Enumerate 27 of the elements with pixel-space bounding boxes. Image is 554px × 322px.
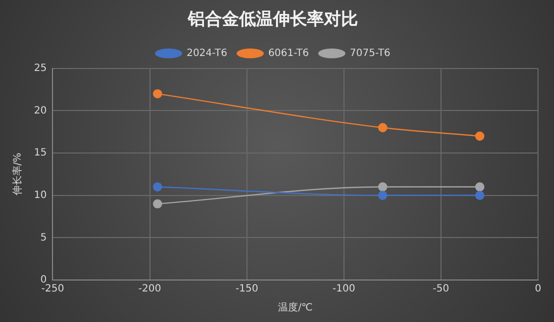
y-axis-title: 伸长率/%	[12, 152, 24, 196]
point	[378, 182, 388, 192]
y-tick-label: 0	[40, 274, 47, 286]
point	[475, 182, 484, 192]
legend-label: 6061-T6	[268, 48, 309, 59]
point	[378, 123, 388, 132]
y-tick-label: 15	[34, 148, 47, 159]
x-axis-title: 温度/℃	[278, 302, 313, 314]
x-tick-label: -50	[432, 284, 450, 295]
x-tick-label: -150	[235, 284, 258, 295]
x-tick-label: -100	[332, 284, 356, 295]
point	[152, 89, 162, 98]
y-tick-label: 10	[34, 190, 47, 201]
y-tick-label: 5	[40, 232, 47, 244]
y-tick-label: 20	[34, 105, 47, 116]
legend-label: 7075-T6	[350, 48, 390, 59]
point	[152, 182, 162, 192]
chart-title: 铝合金低温伸长率对比	[187, 10, 358, 30]
point	[475, 190, 484, 200]
x-tick-label: 0	[534, 284, 542, 295]
x-tick-label: -250	[41, 284, 64, 295]
legend-label: 2024-T6	[186, 48, 228, 59]
y-tick-label: 25	[34, 62, 47, 74]
point	[378, 190, 388, 200]
x-tick-label: -200	[138, 284, 162, 295]
point	[152, 199, 162, 208]
point	[475, 132, 484, 141]
